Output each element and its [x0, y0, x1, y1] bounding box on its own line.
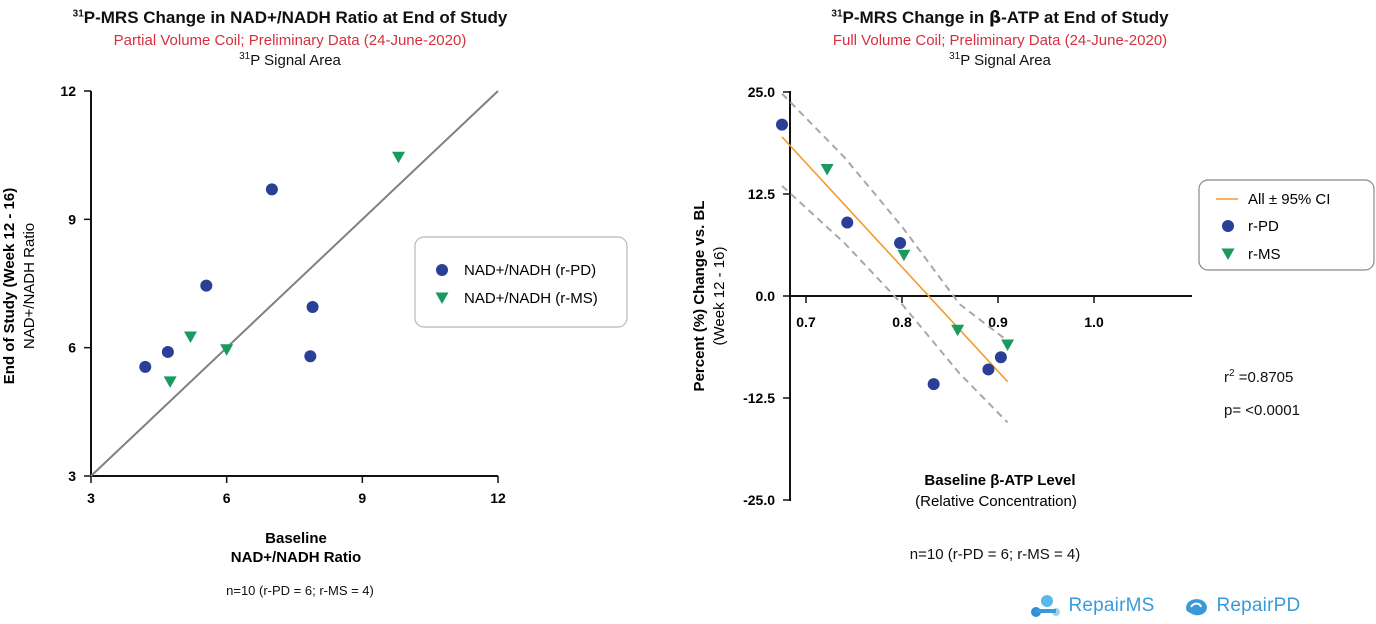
left-pd-point — [265, 183, 278, 196]
left-signal-label: 31P Signal Area — [20, 51, 560, 69]
right-footnote: n=10 (r-PD = 6; r-MS = 4) — [909, 546, 1081, 563]
left-footnote: n=10 (r-PD = 6; r-MS = 4) — [226, 583, 374, 598]
left-legend-pd-marker — [436, 264, 448, 276]
left-identity-line — [90, 90, 499, 477]
right-y-axis-title-2: (Week 12 - 16) — [711, 247, 728, 346]
repairpd-logo-text-a: Repair — [1216, 595, 1274, 617]
left-x-axis-title-1: Baseline — [265, 530, 327, 547]
left-signal-superscript: 31 — [239, 51, 251, 62]
right-chart-title: 31P-MRS Change in β-ATP at End of Study — [730, 8, 1270, 28]
right-pd-point — [927, 378, 940, 391]
left-pd-point — [306, 301, 319, 314]
right-ms-point — [951, 324, 965, 337]
right-y-tick-label: 25.0 — [748, 84, 775, 100]
right-y-tick-label: 0.0 — [756, 288, 776, 304]
right-ms-point — [820, 164, 834, 176]
left-y-axis-title-1: End of Study (Week 12 - 16) — [1, 188, 18, 384]
repairpd-logo-text-b: PD — [1273, 595, 1301, 617]
left-x-tick-label: 12 — [490, 490, 506, 506]
right-x-tick-label: 0.9 — [988, 314, 1008, 330]
right-x-axis-title-2: (Relative Concentration) — [915, 493, 1077, 510]
right-x-axis-title-1: Baseline β-ATP Level — [924, 472, 1075, 489]
right-pd-point — [776, 118, 788, 131]
r-squared-sup: 2 — [1229, 368, 1235, 379]
right-x-tick-label: 1.0 — [1084, 314, 1104, 330]
r-squared-value: =0.8705 — [1234, 369, 1294, 386]
left-y-tick-label: 3 — [68, 468, 76, 484]
right-title-superscript: 31 — [831, 8, 843, 20]
right-x-tick-label: 0.7 — [796, 314, 816, 330]
left-x-tick-label: 3 — [87, 490, 95, 506]
r-squared-label: r — [1224, 369, 1229, 386]
right-legend-pd-label: r-PD — [1248, 218, 1279, 235]
right-legend-box — [1198, 179, 1375, 271]
right-title-text-pre: P-MRS Change in — [842, 8, 989, 27]
left-y-axis-title-2: NAD+/NADH Ratio — [21, 223, 38, 349]
left-legend-ms-marker — [435, 292, 449, 304]
repairms-logo-text-a: Repair — [1068, 595, 1126, 617]
left-ms-point — [163, 376, 177, 388]
right-legend-fit-label: All ± 95% CI — [1248, 191, 1330, 208]
left-chart-title: 31P-MRS Change in NAD+/NADH Ratio at End… — [20, 8, 560, 28]
right-y-tick-label: -25.0 — [743, 492, 775, 508]
right-title-greek: β — [988, 8, 1002, 28]
left-legend-pd-label: NAD+/NADH (r-PD) — [464, 262, 596, 279]
right-y-axis-title-1: Percent (%) Change vs. BL — [691, 201, 708, 392]
left-x-tick-label: 6 — [223, 490, 231, 506]
right-legend-ms-label: r-MS — [1248, 246, 1281, 263]
left-y-tick-label: 9 — [68, 211, 76, 227]
right-ms-point — [1001, 339, 1015, 351]
left-y-tick-label: 6 — [68, 340, 76, 356]
left-pd-point — [139, 360, 152, 373]
left-legend-box — [414, 236, 628, 328]
right-legend-ms-marker — [1221, 248, 1235, 260]
right-signal-superscript: 31 — [949, 51, 961, 62]
left-pd-point — [161, 345, 174, 358]
right-legend-pd-marker — [1222, 220, 1234, 232]
left-ms-point — [392, 151, 406, 164]
right-chart-subtitle: Full Volume Coil; Preliminary Data (24-J… — [832, 32, 1168, 49]
left-y-tick-label: 12 — [60, 83, 76, 99]
right-signal-label: 31P Signal Area — [730, 51, 1270, 69]
right-pd-point — [994, 351, 1007, 364]
right-fit-line — [781, 136, 1009, 383]
right-y-tick-label: 12.5 — [748, 186, 775, 202]
right-x-tick-label: 0.8 — [892, 314, 912, 330]
repairms-logo: RepairMS — [1028, 594, 1155, 620]
left-chart-subtitle: Partial Volume Coil; Preliminary Data (2… — [113, 32, 467, 49]
repairpd-logo-icon — [1186, 599, 1207, 616]
left-ms-point — [220, 344, 234, 356]
left-signal-text: P Signal Area — [250, 52, 341, 69]
left-pd-point — [200, 279, 213, 292]
right-ms-point — [897, 249, 911, 262]
repairpd-logo: RepairPD — [1182, 594, 1300, 620]
repairms-logo-text-b: MS — [1125, 595, 1155, 617]
right-signal-text: P Signal Area — [960, 52, 1051, 69]
left-title-text: P-MRS Change in NAD+/NADH Ratio at End o… — [83, 8, 508, 27]
right-ci-lower — [781, 185, 1009, 424]
left-x-tick-label: 9 — [358, 490, 366, 506]
right-ci-upper — [781, 92, 1009, 342]
right-pd-point — [894, 236, 907, 249]
right-title-text-post: -ATP at End of Study — [1001, 8, 1169, 27]
right-pd-point — [841, 216, 854, 229]
left-legend-ms-label: NAD+/NADH (r-MS) — [464, 290, 598, 307]
repairms-logo-icon — [1031, 595, 1060, 617]
left-ms-point — [183, 331, 197, 343]
left-pd-point — [304, 350, 317, 363]
r-squared-stat: r2 =0.8705 — [1224, 368, 1293, 386]
left-x-axis-title-2: NAD+/NADH Ratio — [231, 549, 361, 566]
p-value-stat: p= <0.0001 — [1224, 402, 1300, 419]
right-pd-point — [982, 363, 995, 376]
left-title-superscript: 31 — [72, 8, 84, 20]
right-y-tick-label: -12.5 — [743, 390, 775, 406]
